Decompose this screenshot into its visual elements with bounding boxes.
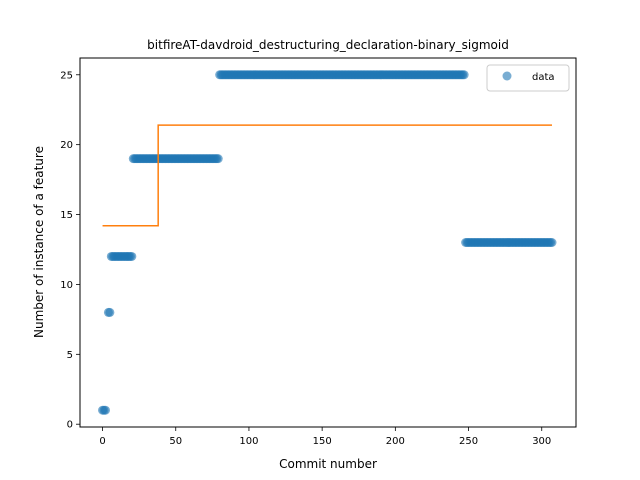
x-tick-label: 250 (459, 436, 478, 447)
legend-label: data (532, 72, 555, 83)
data-point (213, 154, 223, 164)
data-point (105, 307, 115, 317)
y-tick-label: 15 (60, 210, 73, 221)
legend-marker (502, 71, 512, 81)
y-tick-label: 10 (60, 280, 73, 291)
x-tick-label: 150 (313, 436, 332, 447)
x-tick-label: 0 (99, 436, 105, 447)
y-tick-label: 5 (67, 350, 73, 361)
chart-title: bitfireAT-davdroid_destructuring_declara… (147, 38, 509, 52)
y-axis-title: Number of instance of a feature (32, 146, 46, 338)
y-tick-label: 20 (60, 140, 73, 151)
x-tick-label: 300 (532, 436, 551, 447)
x-axis: 0 50 100 150 200 250 300 (99, 427, 551, 447)
legend-box (486, 64, 570, 92)
x-axis-title: Commit number (279, 457, 377, 471)
y-axis: 0 5 10 15 20 25 (60, 70, 80, 431)
plot-frame (79, 57, 577, 428)
data-point (547, 238, 557, 247)
legend: data (486, 64, 570, 92)
y-tick-label: 25 (60, 70, 73, 81)
data-point (127, 251, 137, 261)
data-point (100, 405, 110, 415)
fit-line (102, 124, 552, 227)
x-tick-label: 100 (239, 436, 258, 447)
data-point (459, 70, 469, 80)
y-tick-label: 0 (67, 420, 73, 431)
x-tick-label: 50 (169, 436, 182, 447)
plot-area (98, 70, 557, 415)
x-tick-label: 200 (386, 436, 405, 447)
